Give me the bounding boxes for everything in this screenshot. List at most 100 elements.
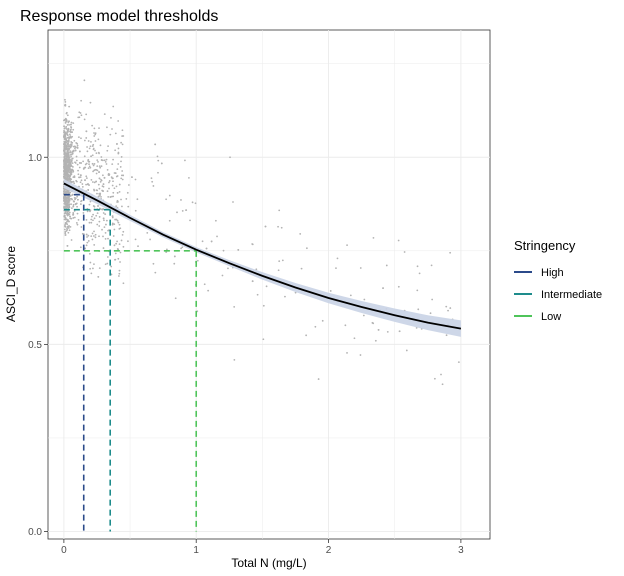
data-point — [93, 135, 96, 137]
data-point — [79, 176, 82, 179]
data-point — [93, 163, 96, 165]
data-point — [74, 162, 77, 164]
data-point — [113, 223, 116, 226]
data-point — [119, 251, 122, 254]
data-point — [111, 184, 114, 187]
data-point — [157, 171, 159, 174]
data-point — [93, 244, 96, 246]
data-point — [68, 195, 71, 198]
data-point — [97, 205, 99, 207]
data-point — [346, 244, 348, 247]
data-point — [70, 126, 73, 129]
data-point — [173, 255, 176, 258]
data-point — [97, 183, 100, 186]
data-point — [88, 203, 91, 206]
data-point — [70, 217, 73, 220]
data-point — [67, 128, 70, 131]
data-point — [70, 165, 73, 167]
data-point — [63, 198, 66, 201]
data-point — [68, 156, 71, 158]
data-point — [181, 210, 184, 212]
data-point — [445, 305, 448, 308]
data-point — [76, 195, 79, 198]
data-point — [80, 137, 82, 140]
data-point — [89, 261, 92, 264]
y-axis-title: ASCI_D score — [4, 246, 18, 322]
data-point — [67, 227, 70, 229]
data-point — [107, 237, 109, 240]
data-point — [62, 196, 65, 199]
data-point — [100, 195, 102, 198]
data-point — [63, 130, 65, 132]
data-point — [110, 265, 113, 268]
data-point — [103, 159, 106, 162]
data-point — [72, 205, 75, 208]
data-point — [104, 231, 107, 234]
data-point — [92, 205, 95, 207]
plot-panel — [47, 29, 491, 540]
data-point — [134, 209, 137, 212]
data-point — [108, 187, 110, 190]
data-point — [203, 283, 206, 286]
data-point — [107, 145, 109, 148]
data-point — [117, 147, 120, 150]
data-point — [122, 245, 125, 248]
data-point — [80, 114, 83, 117]
data-point — [64, 211, 67, 214]
data-point — [65, 160, 67, 163]
data-point — [79, 112, 82, 114]
data-point — [118, 275, 120, 277]
data-point — [112, 191, 115, 194]
data-point — [103, 219, 105, 222]
data-point — [87, 140, 90, 142]
data-point — [377, 328, 380, 331]
data-point — [63, 150, 66, 153]
data-point — [165, 251, 168, 254]
data-point — [116, 168, 119, 171]
data-point — [120, 160, 122, 163]
x-tick-label: 1 — [193, 545, 199, 556]
data-point — [131, 176, 133, 179]
legend-title: Stringency — [514, 238, 576, 253]
data-point — [165, 248, 168, 251]
data-point — [81, 232, 84, 235]
data-point — [85, 177, 88, 180]
data-point — [73, 216, 76, 219]
data-point — [71, 152, 74, 155]
data-point — [111, 215, 114, 218]
chart-title: Response model thresholds — [20, 8, 218, 25]
data-point — [80, 174, 82, 177]
data-point — [69, 143, 72, 146]
data-point — [67, 147, 69, 150]
data-point — [69, 191, 72, 194]
data-point — [277, 225, 279, 228]
data-point — [382, 287, 384, 290]
data-point — [68, 123, 70, 126]
data-point — [150, 177, 153, 180]
data-point — [65, 174, 67, 177]
data-point — [67, 141, 70, 143]
data-point — [151, 180, 154, 183]
data-point — [127, 205, 130, 208]
data-point — [64, 232, 67, 235]
data-point — [70, 141, 73, 143]
data-point — [160, 162, 163, 165]
data-point — [116, 219, 119, 222]
data-point — [67, 225, 70, 228]
data-point — [104, 263, 107, 266]
data-point — [76, 223, 79, 226]
data-point — [120, 174, 123, 177]
data-point — [92, 147, 95, 150]
data-point — [67, 197, 70, 199]
data-point — [265, 285, 268, 288]
data-point — [67, 164, 69, 167]
data-point — [447, 309, 449, 312]
data-point — [134, 238, 137, 241]
data-point — [69, 150, 72, 153]
data-point — [117, 163, 120, 165]
data-point — [87, 167, 90, 170]
data-point — [103, 226, 106, 229]
data-point — [117, 120, 120, 122]
data-point — [118, 223, 121, 226]
data-point — [91, 154, 94, 157]
